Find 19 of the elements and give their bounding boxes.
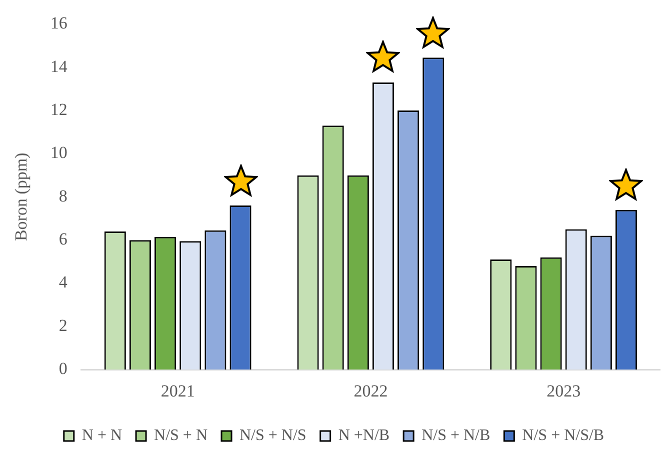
y-tick-label: 0 (58, 359, 68, 378)
y-tick-label: 10 (50, 143, 68, 162)
legend-label: N + N (82, 427, 122, 444)
y-tick-label: 2 (58, 316, 68, 335)
y-tick-label: 6 (58, 230, 68, 249)
legend-label: N/S + N (154, 427, 208, 444)
y-tick-label: 12 (50, 100, 68, 120)
y-axis-title: Boron (ppm) (12, 152, 31, 242)
x-tick-label: 2021 (160, 381, 195, 400)
legend-label: N/S + N/S (240, 427, 306, 444)
legend-label: N +N/B (338, 427, 390, 444)
y-tick-label: 8 (58, 186, 68, 206)
legend-label: N/S + N/S/B (522, 427, 604, 444)
y-tick-label: 14 (50, 56, 68, 76)
legend-label: N/S + N/B (422, 427, 490, 444)
y-tick-label: 4 (58, 272, 68, 292)
y-tick-label: 16 (50, 14, 68, 33)
x-tick-label: 2023 (546, 381, 581, 400)
x-tick-label: 2022 (354, 381, 388, 400)
